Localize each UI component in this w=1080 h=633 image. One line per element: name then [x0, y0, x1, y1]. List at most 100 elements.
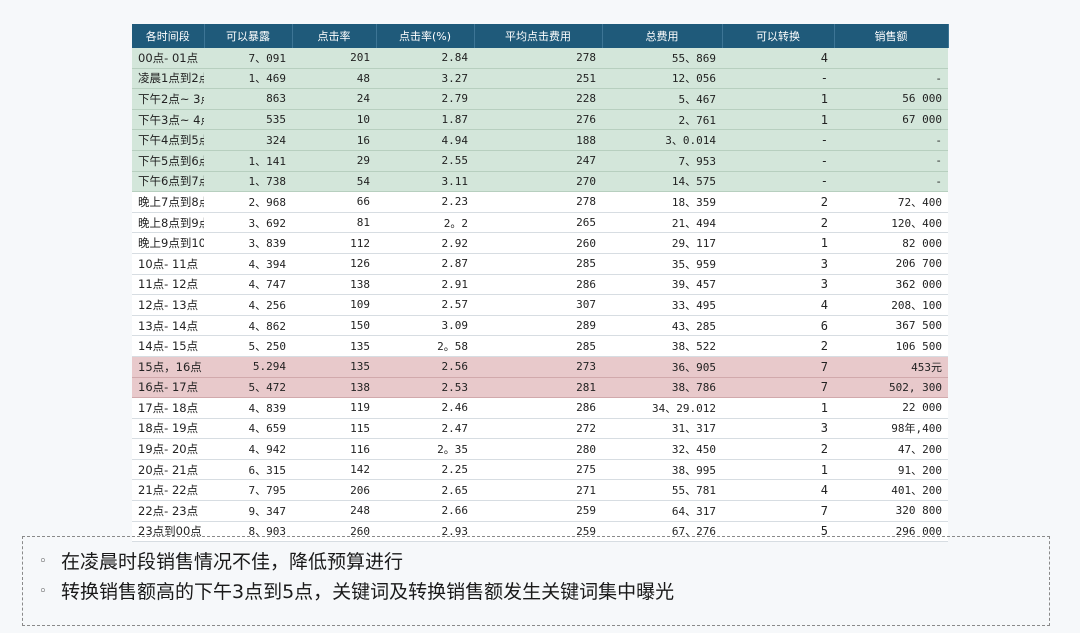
cell-ctr: 1.87	[376, 109, 474, 131]
table-row: 晚上7点到8点 2、968 66 2.23 278 18、359 2 72、400	[132, 191, 948, 213]
cell-total-cost: 32、450	[602, 438, 722, 460]
cell-time-period: 下午4点到5点	[132, 129, 204, 151]
cell-total-cost: 29、117	[602, 232, 722, 254]
table-row: 22点- 23点 9、347 248 2.66 259 64、317 7 320 800	[132, 500, 948, 522]
cell-time-period: 17点- 18点	[132, 397, 204, 419]
table-row: 13点- 14点 4、862 150 3.09 289 43、285 6 367 500	[132, 315, 948, 337]
table-row: 凌晨1点到2点 1、469 48 3.27 251 12、056- -	[132, 68, 948, 90]
cell-impressions: 4、394	[204, 253, 292, 275]
cell-ctr: 2.84	[376, 48, 474, 69]
cell-impressions: 5、250	[204, 335, 292, 357]
cell-clicks: 135	[292, 335, 376, 357]
cell-total-cost: 33、495	[602, 294, 722, 316]
cell-sales: -	[834, 150, 948, 172]
cell-impressions: 5.294	[204, 356, 292, 378]
cell-ctr: 2.53	[376, 377, 474, 399]
cell-avg-cpc: 285	[474, 335, 602, 357]
cell-sales: 98年,400	[834, 418, 948, 440]
header-time-period: 各时间段	[132, 24, 205, 48]
cell-ctr: 2.65	[376, 479, 474, 502]
cell-total-cost: 39、457	[602, 274, 722, 296]
bullet-icon: ◦	[39, 554, 47, 569]
table-row: 10点- 11点 4、394 126 2.87 285 35、959 3 206 700	[132, 253, 948, 275]
cell-conversions: 1	[722, 459, 834, 481]
cell-total-cost: 43、285	[602, 315, 722, 337]
cell-sales: 22 000	[834, 397, 948, 419]
cell-impressions: 4、256	[204, 294, 292, 316]
cell-impressions: 2、968	[204, 191, 292, 213]
cell-conversions: 3	[722, 274, 834, 296]
cell-clicks: 135	[292, 356, 376, 378]
cell-ctr: 2.47	[376, 418, 474, 440]
cell-avg-cpc: 247	[474, 150, 602, 172]
header-clicks: 点击率	[292, 24, 377, 48]
cell-time-period: 19点- 20点	[132, 438, 204, 460]
cell-total-cost: 34、29.012	[602, 397, 722, 419]
cell-clicks: 115	[292, 418, 376, 440]
cell-clicks: 48	[292, 68, 376, 90]
cell-ctr: 2。58	[376, 335, 474, 357]
cell-avg-cpc: 251	[474, 68, 602, 90]
cell-clicks: 126	[292, 253, 376, 275]
table-row: 21点- 22点 7、795 206 2.65 271 55、781 4 401、200	[132, 479, 948, 502]
note-text: 在凌晨时段销售情况不佳，降低预算进行	[61, 551, 404, 573]
cell-impressions: 324	[204, 129, 292, 151]
cell-sales: 208、100	[834, 294, 948, 316]
table-row: 18点- 19点 4、659 115 2.47 272 31、317 3 98年,400	[132, 418, 948, 440]
table-row: 下午6点到7点 1、738 54 3.11 270 14、575- -	[132, 171, 948, 193]
cell-total-cost: 38、522	[602, 335, 722, 357]
cell-clicks: 138	[292, 377, 376, 399]
cell-conversions: -	[722, 171, 834, 193]
cell-conversions: 7	[722, 356, 834, 378]
cell-conversions: 4	[722, 479, 834, 502]
cell-time-period: 12点- 13点	[132, 294, 204, 316]
cell-conversions: 1	[722, 88, 834, 110]
note-item: ◦ 在凌晨时段销售情况不佳，降低预算进行	[39, 547, 1049, 577]
cell-conversions: 6	[722, 315, 834, 337]
cell-sales: 502, 300	[834, 377, 948, 399]
cell-ctr: 4.94	[376, 129, 474, 151]
cell-sales: 106 500	[834, 335, 948, 357]
cell-time-period: 13点- 14点	[132, 315, 204, 337]
cell-conversions: 2	[722, 191, 834, 213]
cell-total-cost: 38、786	[602, 377, 722, 399]
cell-sales: 72、400	[834, 191, 948, 213]
cell-impressions: 4、942	[204, 438, 292, 460]
cell-avg-cpc: 188	[474, 129, 602, 151]
table-row: 19点- 20点 4、942 116 2。35 280 32、450 2 47、200	[132, 438, 948, 460]
cell-sales: 47、200	[834, 438, 948, 460]
cell-avg-cpc: 276	[474, 109, 602, 131]
cell-conversions: 3	[722, 253, 834, 275]
cell-avg-cpc: 259	[474, 500, 602, 522]
cell-sales: -	[834, 129, 948, 151]
cell-ctr: 3.27	[376, 68, 474, 90]
cell-ctr: 2.56	[376, 356, 474, 378]
cell-impressions: 9、347	[204, 500, 292, 522]
cell-impressions: 4、839	[204, 397, 292, 419]
table-row: 17点- 18点 4、839 119 2.46 286 34、29.012 1 22 000	[132, 397, 948, 419]
cell-sales: -	[834, 171, 948, 193]
cell-clicks: 150	[292, 315, 376, 337]
cell-avg-cpc: 270	[474, 171, 602, 193]
cell-sales: 120、400	[834, 212, 948, 234]
cell-total-cost: 14、575	[602, 171, 722, 193]
cell-impressions: 3、692	[204, 212, 292, 234]
cell-ctr: 2.66	[376, 500, 474, 522]
cell-avg-cpc: 281	[474, 377, 602, 399]
cell-conversions: -	[722, 68, 834, 90]
cell-sales: 82 000	[834, 232, 948, 254]
cell-conversions: 2	[722, 212, 834, 234]
cell-total-cost: 3、0.014	[602, 129, 722, 151]
cell-time-period: 14点- 15点	[132, 335, 204, 357]
cell-clicks: 138	[292, 274, 376, 296]
cell-avg-cpc: 278	[474, 48, 602, 69]
cell-conversions: 4	[722, 48, 834, 69]
cell-avg-cpc: 228	[474, 88, 602, 110]
cell-total-cost: 18、359	[602, 191, 722, 213]
cell-avg-cpc: 285	[474, 253, 602, 275]
cell-clicks: 201	[292, 48, 376, 69]
cell-avg-cpc: 275	[474, 459, 602, 481]
header-conversions: 可以转换	[722, 24, 835, 48]
cell-ctr: 3.11	[376, 171, 474, 193]
